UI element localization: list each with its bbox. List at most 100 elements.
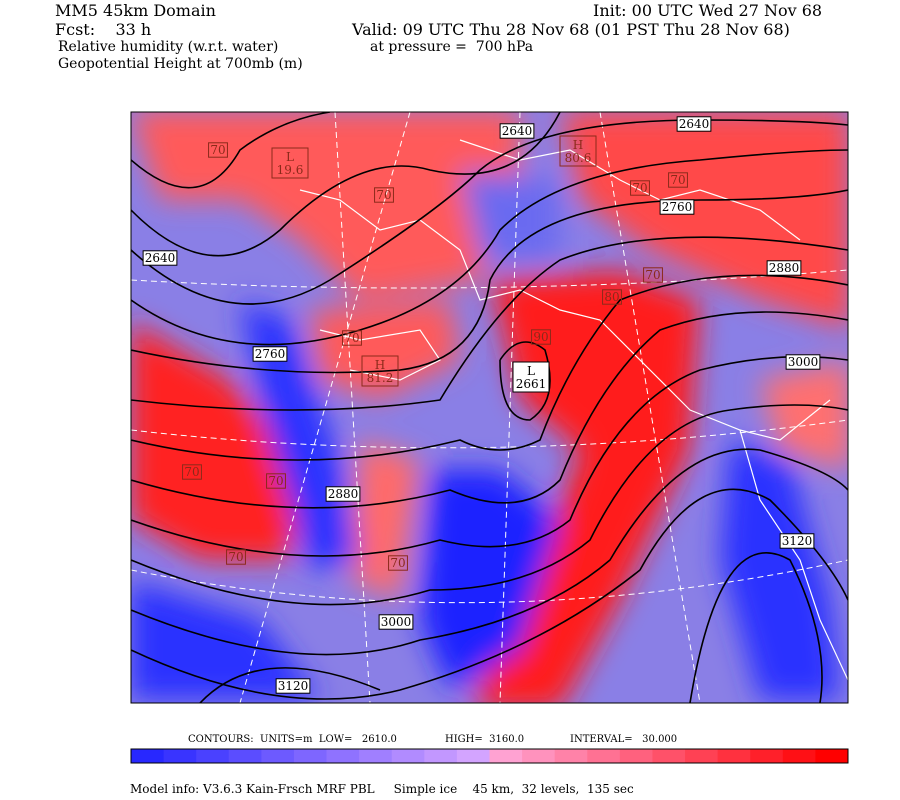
label-box: [226, 549, 246, 565]
label-box: [785, 354, 821, 370]
label: 3000: [788, 355, 819, 369]
label-box: [182, 464, 202, 480]
label-box: [602, 289, 622, 305]
label: 3120: [782, 534, 813, 548]
extremum-type: H: [375, 358, 385, 372]
label-box: [378, 614, 414, 630]
pressure-level: at pressure = 700 hPa: [370, 39, 534, 55]
color-swatch: [489, 749, 523, 763]
contour-interval: INTERVAL= 30.000: [570, 734, 678, 745]
model-title: MM5 45km Domain: [55, 1, 216, 20]
label: 70: [268, 474, 283, 488]
label: 2760: [255, 347, 286, 361]
contour-labels: 2640 2640 2640 2760 2880 2760 3000 2880 3000 3120…: [142, 116, 821, 694]
model-info: Model info: V3.6.3 Kain-Frsch MRF PBL Si…: [130, 782, 634, 796]
color-swatch: [196, 749, 230, 763]
field-name: Relative humidity (w.r.t. water): [58, 39, 279, 55]
label-box: [342, 330, 362, 346]
label: 70: [228, 550, 243, 564]
label: 90: [533, 330, 548, 344]
label: 70: [210, 143, 225, 157]
label: 70: [670, 173, 685, 187]
extremum-type: L: [527, 364, 535, 378]
label-box: [266, 473, 286, 489]
label: 2640: [502, 124, 533, 138]
color-swatch: [554, 749, 588, 763]
label: 70: [344, 331, 359, 345]
color-swatch: [424, 749, 458, 763]
label-box: [531, 329, 551, 345]
coastlines: [299, 139, 848, 681]
color-swatch: [456, 749, 490, 763]
color-swatch: [131, 749, 165, 763]
color-swatch: [782, 749, 816, 763]
label: 2880: [769, 261, 800, 275]
label: 2880: [328, 487, 359, 501]
color-swatch: [359, 749, 393, 763]
label-box: [779, 533, 815, 549]
extremum-value: 80.6: [565, 151, 592, 165]
label-box: [388, 555, 408, 571]
label-box: [374, 187, 394, 203]
color-swatch: [652, 749, 686, 763]
extremum-type: H: [573, 138, 583, 152]
label: 70: [645, 268, 660, 282]
color-swatch: [685, 749, 719, 763]
color-bar-frame: [130, 748, 849, 764]
label: 70: [376, 188, 391, 202]
extremum-box: [361, 355, 399, 387]
label: 2760: [662, 200, 693, 214]
label: 3120: [278, 679, 309, 693]
color-swatch: [815, 749, 849, 763]
color-bar: [130, 748, 849, 764]
valid-time: Valid: 09 UTC Thu 28 Nov 68 (01 PST Thu …: [352, 20, 790, 39]
label: 70: [184, 465, 199, 479]
label-box: [325, 486, 361, 502]
extremum-value: 81.2: [367, 371, 394, 385]
label-box: [659, 199, 695, 215]
color-swatch: [326, 749, 360, 763]
forecast-hour: Fcst: 33 h: [55, 20, 152, 39]
height-contours: [131, 112, 848, 703]
color-swatch: [587, 749, 621, 763]
label-box: [630, 180, 650, 196]
color-swatch: [163, 749, 197, 763]
color-swatch: [717, 749, 751, 763]
label: 3000: [381, 615, 412, 629]
color-swatch: [619, 749, 653, 763]
color-swatch: [750, 749, 784, 763]
contour-info: CONTOURS: UNITS=m LOW= 2610.0: [188, 734, 397, 745]
init-time: Init: 00 UTC Wed 27 Nov 68: [593, 1, 823, 20]
extremum-type: L: [286, 150, 294, 164]
color-swatch: [261, 749, 295, 763]
label-box: [142, 250, 178, 266]
label: 2640: [679, 117, 710, 131]
label: 80: [604, 290, 619, 304]
label: 70: [390, 556, 405, 570]
contour-high: HIGH= 3160.0: [445, 734, 525, 745]
color-swatch: [391, 749, 425, 763]
field-name: Geopotential Height at 700mb (m): [58, 56, 303, 72]
extremum-box: [271, 147, 309, 179]
extremum-value: 2661: [516, 377, 547, 391]
extremum-box: [512, 361, 550, 393]
label-box: [668, 172, 688, 188]
map-field: 2640 2640 2640 2760 2880 2760 3000 2880 3000 3120…: [131, 112, 848, 703]
extremum-value: 19.6: [277, 163, 304, 177]
map-frame: [130, 111, 849, 704]
label-box: [499, 123, 535, 139]
label-box: [275, 678, 311, 694]
color-swatch: [293, 749, 328, 763]
label: 70: [632, 181, 647, 195]
color-swatch: [522, 749, 556, 763]
color-swatch: [228, 749, 262, 763]
extremum-box: [559, 135, 597, 167]
label-box: [252, 346, 288, 362]
lat-lon-grid: [131, 112, 848, 703]
label-box: [208, 142, 228, 158]
label-box: [766, 260, 802, 276]
label-box: [676, 116, 712, 132]
label-box: [643, 267, 663, 283]
